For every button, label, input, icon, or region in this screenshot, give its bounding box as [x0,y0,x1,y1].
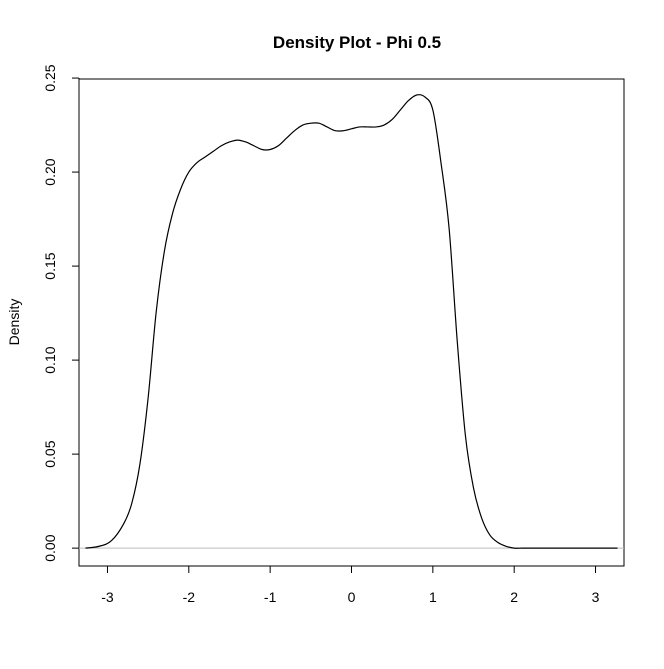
x-tick-label: 3 [592,589,600,605]
y-axis: 0.00 0.05 0.10 0.15 0.20 0.25 [42,64,80,562]
x-tick-label: 0 [348,589,356,605]
y-tick-label: 0.20 [42,158,58,185]
y-tick-label: 0.05 [42,440,58,467]
x-tick-label: -2 [183,589,196,605]
x-tick-label: 2 [510,589,518,605]
y-axis-label: Density [6,299,22,346]
y-tick-label: 0.00 [42,534,58,561]
chart-title: Density Plot - Phi 0.5 [273,33,441,52]
x-tick-label: -3 [101,589,114,605]
series-layer [85,94,618,549]
x-tick-label: -1 [264,589,277,605]
y-tick-label: 0.25 [42,64,58,91]
y-tick-label: 0.10 [42,346,58,373]
density-line-0 [85,94,618,549]
x-axis: -3 -2 -1 0 1 2 3 [101,565,600,605]
plot-frame [78,78,625,567]
x-tick-label: 1 [429,589,437,605]
y-tick-label: 0.15 [42,252,58,279]
